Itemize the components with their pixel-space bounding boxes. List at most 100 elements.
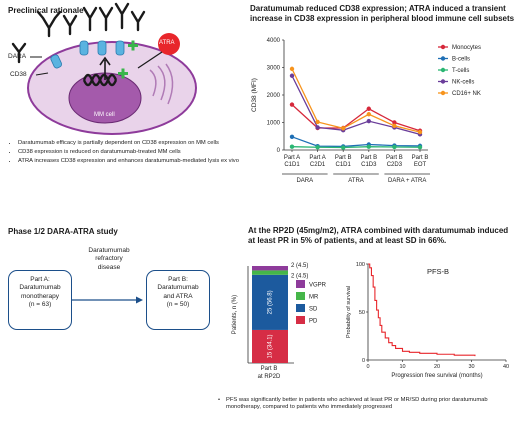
- bar-segment-label: 2 (4.5): [291, 263, 308, 269]
- x-tick-label: 40: [503, 364, 509, 370]
- legend-marker: [440, 56, 446, 61]
- data-point: [366, 112, 371, 117]
- legend-swatch: [296, 304, 305, 312]
- up-arrow-icon: [99, 56, 111, 80]
- x-axis-label: Progression free survival (months): [391, 373, 482, 379]
- atra-circle: [158, 33, 180, 55]
- group-label: DARA + ATRA: [388, 178, 426, 184]
- x-tick-label: EOT: [414, 162, 427, 168]
- cell-organelle: [157, 65, 166, 101]
- x-tick-label: C1D1: [336, 162, 352, 168]
- cell-organelle: [165, 63, 174, 105]
- series-line: [291, 136, 421, 148]
- data-point: [289, 144, 295, 149]
- series-line: [291, 68, 421, 133]
- data-point: [315, 119, 320, 125]
- refractory-line: Daratumumab: [88, 247, 130, 254]
- data-point: [417, 145, 423, 150]
- mm-cell-label: MM cell: [94, 112, 115, 118]
- x-tick-label: C1D1: [284, 162, 300, 168]
- legend-label: B-cells: [452, 57, 470, 63]
- y-tick-label: 1000: [267, 121, 281, 127]
- bar-xlabel-line: at RP2D: [257, 373, 281, 380]
- legend-swatch: [296, 280, 305, 288]
- y-tick-label: 2000: [267, 93, 281, 99]
- survival-curve: [368, 263, 476, 357]
- part-b-box: Part B: Daratumumab and ATRA (n = 50): [146, 270, 210, 330]
- part-a-box: Part A: Daratumumab monotherapy (n = 63): [8, 270, 72, 330]
- legend-marker: [440, 79, 446, 84]
- data-point: [289, 102, 295, 107]
- y-tick-label: 50: [359, 310, 365, 316]
- daratumumab-antibody-icon: [11, 2, 146, 64]
- part-a-line: (n = 63): [28, 301, 52, 309]
- footnote-text: PFS was significantly better in patients…: [226, 397, 488, 411]
- x-tick-label: Part B: [386, 155, 403, 161]
- y-tick-label: 4000: [267, 38, 281, 44]
- y-tick-label: 100: [356, 262, 365, 268]
- bar-segment: [252, 266, 288, 271]
- part-b-line: Daratumumab: [157, 284, 199, 292]
- cell-organelle: [149, 69, 157, 97]
- x-tick-label: Part A: [309, 155, 325, 161]
- data-point: [315, 145, 320, 150]
- refractory-line: disease: [97, 263, 121, 271]
- part-a-line: monotherapy: [21, 292, 59, 300]
- data-point: [366, 118, 371, 124]
- y-tick-label: 0: [277, 148, 281, 154]
- data-point: [289, 73, 295, 78]
- mm-cell-diagram: [11, 2, 197, 135]
- y-axis-label: Patients, n (%): [232, 295, 238, 334]
- y-tick-label: 0: [362, 358, 365, 364]
- legend-label: VGPR: [309, 283, 327, 289]
- part-b-line: (n = 50): [166, 301, 190, 309]
- preclinical-title: Preclinical rationale: [8, 6, 84, 15]
- bullet-item: Daratumumab efficacy is partially depend…: [18, 140, 246, 147]
- data-point: [392, 144, 397, 150]
- data-point: [315, 125, 320, 130]
- bar-xlabel-line: Part B: [260, 366, 278, 372]
- pfs-chart-title: PFS-B: [427, 267, 449, 276]
- data-point: [341, 145, 346, 150]
- rp2d-title: At the RP2D (45mg/m2), ATRA combined wit…: [248, 226, 509, 245]
- x-tick-label: 30: [468, 364, 474, 370]
- rp2d-footnote: • PFS was significantly better in patien…: [218, 397, 488, 411]
- legend-label: CD16+ NK: [452, 91, 481, 97]
- legend-label: SD: [309, 307, 318, 313]
- group-label: ATRA: [348, 178, 364, 184]
- response-bar-chart: Patients, n (%) 15 (34.1) 25 (56.8) 2 (4.5)…: [232, 263, 327, 364]
- group-label: DARA: [296, 178, 313, 184]
- bar-segment: [252, 270, 288, 275]
- y-tick-label: 3000: [267, 66, 281, 72]
- bar-segment-label: 25 (56.8): [268, 290, 274, 314]
- series-line: [291, 104, 421, 132]
- series-line: [291, 75, 421, 135]
- part-b-line: Part B:: [168, 276, 188, 283]
- pfs-chart: 0 50 100 0 10 20 30 40 Progression free survival…: [346, 262, 509, 379]
- atra-label: ATRA: [159, 40, 175, 46]
- legend-label: T-cells: [452, 68, 469, 74]
- legend-label: Monocytes: [452, 45, 481, 51]
- bar-segment-label: 15 (34.1): [268, 334, 274, 358]
- data-point: [366, 106, 371, 111]
- refractory-text: Daratumumab refractory disease: [77, 247, 141, 272]
- data-point: [341, 126, 346, 131]
- dna-icon: [82, 73, 118, 87]
- legend-marker: [440, 44, 446, 50]
- bullet-item: ATRA increases CD38 expression and enhan…: [18, 158, 246, 165]
- x-tick-label: 20: [434, 364, 440, 370]
- x-tick-label: Part B: [335, 155, 352, 161]
- legend-label: MR: [309, 295, 319, 301]
- bullet-item: CD38 expression is reduced on daratumuma…: [18, 149, 246, 156]
- x-tick-label: C1D3: [361, 162, 377, 168]
- phase-title: Phase 1/2 DARA-ATRA study: [8, 227, 118, 236]
- bar-segment-label: 2 (4.5): [291, 273, 308, 279]
- cd38-receptors: [50, 40, 125, 69]
- data-point: [417, 129, 423, 135]
- bar-segment: [252, 274, 288, 330]
- dara-label: DARA: [8, 53, 27, 60]
- x-tick-label: 0: [366, 364, 369, 370]
- data-point: [366, 144, 371, 149]
- cd38-chart-title: Daratumumab reduced CD38 expression; ATR…: [250, 4, 515, 23]
